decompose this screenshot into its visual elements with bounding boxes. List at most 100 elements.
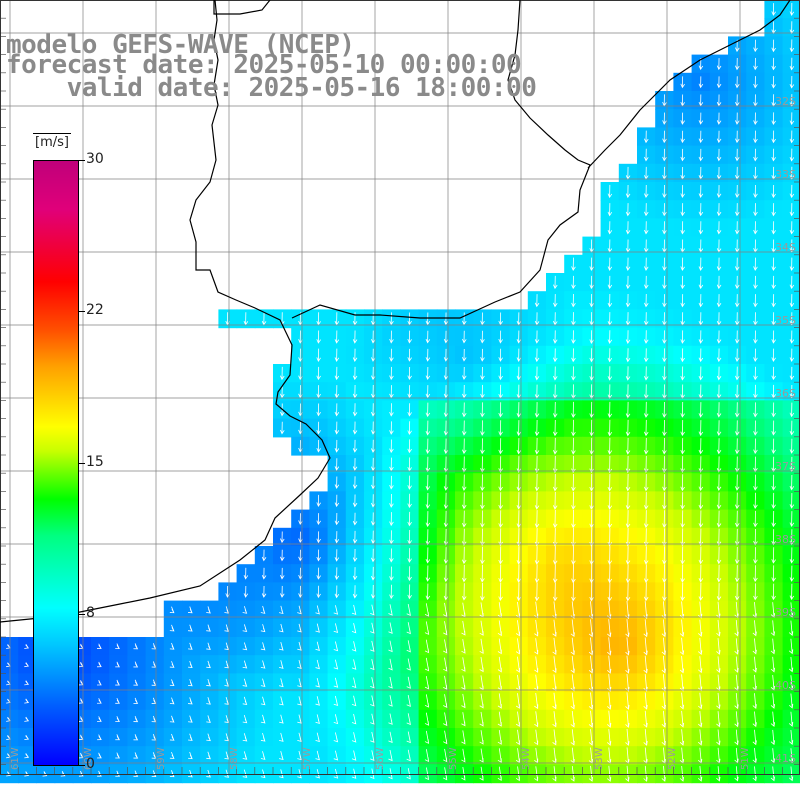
wind-arrow [571,473,576,492]
wind-arrow [242,642,248,651]
wind-arrow [443,621,448,636]
wind-speed-cell [309,637,329,656]
wind-arrow [643,492,649,510]
wind-speed-cell [400,673,420,693]
wind-speed-cell [527,618,547,638]
wind-speed-cell [764,673,784,693]
wind-arrow [497,748,502,763]
wind-arrow [607,419,613,437]
wind-arrow [735,294,740,308]
wind-arrow [479,730,484,745]
wind-arrow [498,348,503,362]
wind-arrow [661,765,666,782]
wind-speed-cell [782,509,800,529]
colorbar-tick [79,311,85,312]
wind-arrow [479,693,484,709]
wind-arrow [206,697,211,705]
wind-arrow [425,547,431,564]
wind-speed-cell [382,600,401,620]
wind-speed-cell [782,163,800,183]
wind-arrow [425,474,431,491]
wind-arrow [788,656,794,673]
wind-speed-cell [491,655,511,674]
wind-arrow [534,619,539,637]
wind-speed-cell [327,764,347,784]
wind-arrow [480,366,485,381]
wind-arrow [315,641,320,652]
wind-speed-cell [764,655,784,674]
wind-arrow [462,420,467,436]
wind-arrow [242,714,248,724]
wind-arrow [352,348,358,362]
wind-arrow [770,693,776,709]
wind-arrow [698,148,704,162]
wind-arrow [334,476,340,489]
wind-arrow [735,330,740,344]
wind-arrow [771,257,776,271]
wind-arrow [443,402,449,418]
wind-arrow [607,528,613,547]
wind-speed-cell [546,746,565,765]
wind-speed-cell [436,728,456,747]
wind-speed-cell [618,637,638,656]
wind-arrow [753,275,758,290]
wind-arrow [698,130,704,144]
wind-arrow [607,546,613,565]
wind-arrow [406,731,411,744]
wind-arrow [371,566,376,581]
wind-arrow [643,674,648,692]
wind-arrow [716,546,722,565]
wind-speed-cell [418,728,438,747]
wind-arrow [607,710,612,728]
wind-arrow [260,642,266,651]
wind-arrow [425,438,431,454]
wind-arrow [534,455,540,474]
wind-arrow [479,766,484,781]
wind-arrow [679,656,685,674]
wind-speed-cell [473,673,492,693]
wind-arrow [424,712,430,726]
wind-arrow [406,713,411,726]
wind-arrow [661,692,666,710]
wind-arrow [169,679,175,687]
wind-arrow [280,421,285,435]
wind-arrow [516,438,522,455]
wind-arrow [716,58,722,71]
wind-arrow [188,660,193,668]
wind-speed-cell [655,673,674,693]
wind-arrow [771,565,776,583]
wind-arrow [352,585,358,599]
wind-speed-cell [618,764,638,784]
wind-arrow [679,729,685,746]
wind-arrow [480,474,485,492]
wind-arrow [589,491,594,510]
wind-speed-cell [400,655,420,674]
wind-arrow [370,640,375,652]
wind-speed-cell [546,728,565,747]
wind-arrow [115,697,120,704]
wind-arrow [388,768,393,780]
wind-arrow [206,733,211,742]
wind-arrow [425,456,431,473]
wind-arrow [571,330,576,344]
wind-arrow [735,420,740,436]
wind-arrow [735,275,740,290]
wind-arrow [480,583,485,601]
wind-arrow [97,698,102,704]
wind-speed-cell [345,709,365,729]
wind-speed-cell [728,618,747,638]
wind-arrow [698,711,703,728]
wind-speed-cell [273,600,292,620]
wind-speed-cell [254,728,274,747]
wind-arrow [206,678,211,687]
wind-arrow [753,294,758,308]
longitude-label: 57W [302,747,313,770]
wind-arrow [479,748,484,763]
wind-arrow [188,715,193,723]
wind-arrow [661,601,666,619]
wind-arrow [371,476,376,490]
wind-speed-cell [455,746,474,765]
wind-arrow [188,624,193,632]
wind-arrow [316,348,321,362]
longitude-label: 53W [594,747,605,770]
